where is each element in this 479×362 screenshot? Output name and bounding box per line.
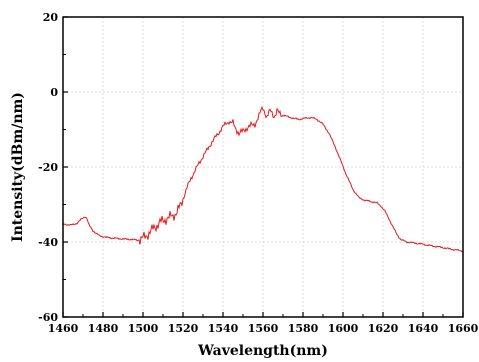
x-tick-label: 1500 bbox=[128, 322, 159, 335]
y-tick-label: -60 bbox=[38, 311, 58, 324]
x-tick-label: 1620 bbox=[368, 322, 399, 335]
x-tick-label: 1640 bbox=[408, 322, 439, 335]
y-tick-label: -20 bbox=[38, 161, 58, 174]
y-axis-ticks: -60 -40 -20 0 20 bbox=[38, 11, 68, 324]
spectrum-line bbox=[62, 106, 464, 253]
x-tick-label: 1520 bbox=[168, 322, 199, 335]
gridlines bbox=[63, 17, 463, 317]
x-axis-ticks: 1460 1480 1500 1520 1540 1560 1580 1600 1620 1640… bbox=[48, 312, 479, 335]
x-tick-label: 1540 bbox=[208, 322, 239, 335]
x-tick-label: 1480 bbox=[88, 322, 119, 335]
y-tick-label: -40 bbox=[38, 236, 58, 249]
x-axis-title: Wavelength(nm) bbox=[197, 343, 328, 359]
x-tick-label: 1660 bbox=[448, 322, 479, 335]
x-tick-label: 1580 bbox=[288, 322, 319, 335]
x-tick-label: 1560 bbox=[248, 322, 279, 335]
y-axis-title: Intensity(dBm/nm) bbox=[10, 92, 26, 242]
y-tick-label: 0 bbox=[50, 86, 58, 99]
x-tick-label: 1600 bbox=[328, 322, 359, 335]
x-tick-label: 1460 bbox=[48, 322, 79, 335]
y-tick-label: 20 bbox=[43, 11, 59, 24]
